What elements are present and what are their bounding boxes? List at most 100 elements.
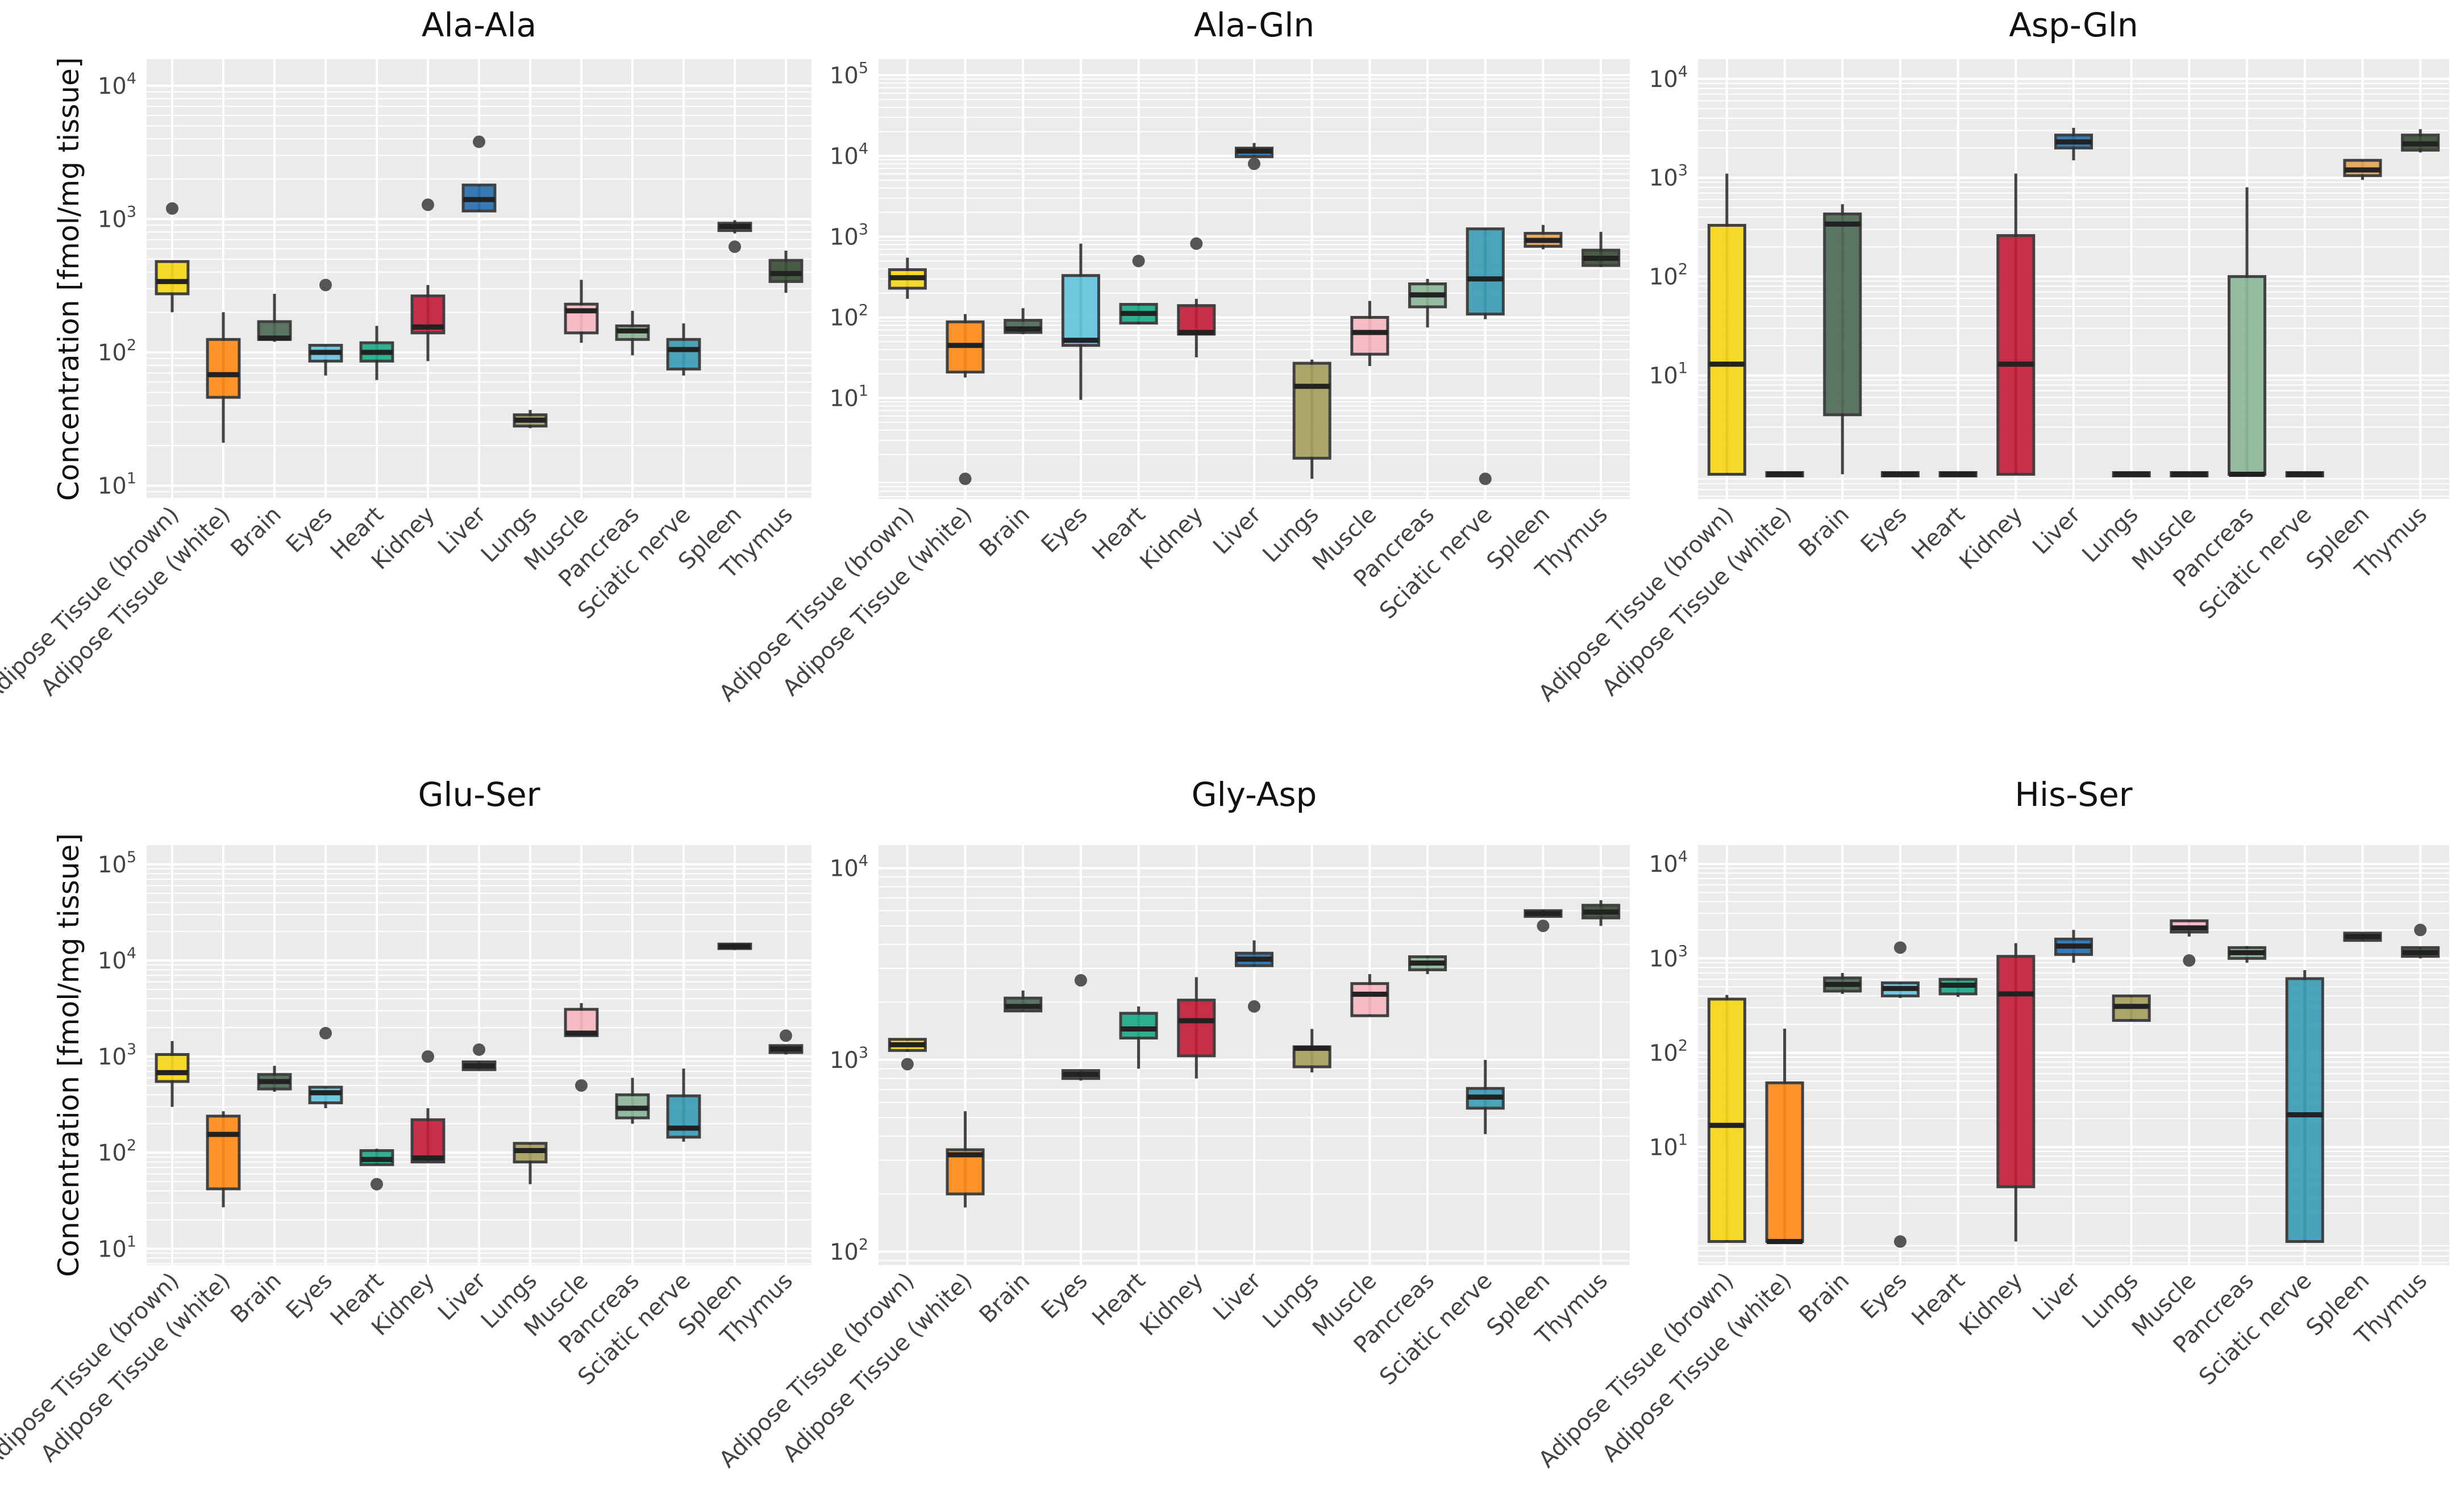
y-tick-label: 104 bbox=[1649, 848, 1688, 877]
box-eyes bbox=[1880, 941, 1920, 1248]
y-tick-label: 104 bbox=[1649, 63, 1688, 93]
x-tick-label: Adipose Tissue (brown) bbox=[0, 502, 184, 707]
box-spleen bbox=[1524, 909, 1563, 933]
box-liver bbox=[2054, 930, 2093, 963]
box-thymus bbox=[1581, 900, 1621, 926]
box-iqr bbox=[1707, 997, 1746, 1243]
outlier-point bbox=[2183, 954, 2196, 967]
box-iqr bbox=[666, 338, 701, 371]
box-iqr bbox=[666, 1094, 701, 1139]
y-axis-label: Concentration [fmol/mg tissue] bbox=[52, 57, 85, 501]
box-brain bbox=[1823, 204, 1862, 475]
box-muscle bbox=[564, 280, 599, 343]
box-adipose-tissue-white bbox=[946, 314, 985, 485]
box-iqr bbox=[1466, 227, 1505, 316]
box-thymus bbox=[768, 1029, 804, 1055]
box-adipose-tissue-white bbox=[946, 1111, 985, 1208]
box-brain bbox=[257, 1066, 292, 1092]
outlier-point bbox=[1190, 237, 1203, 250]
y-tick-label: 102 bbox=[98, 1137, 136, 1166]
outlier-point bbox=[1479, 472, 1492, 485]
box-adipose-tissue-white bbox=[206, 1111, 241, 1208]
x-tick-label: Eyes bbox=[1037, 502, 1093, 558]
y-tick-label: 101 bbox=[98, 470, 136, 500]
box-adipose-tissue-brown bbox=[888, 1038, 927, 1071]
outlier-point bbox=[166, 202, 178, 215]
box-lungs bbox=[1292, 359, 1331, 479]
y-tick-label: 103 bbox=[1649, 942, 1688, 972]
y-axis-label: Concentration [fmol/mg tissue] bbox=[52, 833, 85, 1277]
box-iqr bbox=[1350, 982, 1389, 1017]
x-tick-label: Eyes bbox=[1037, 1268, 1093, 1324]
outlier-point bbox=[1893, 1235, 1907, 1248]
box-heart bbox=[359, 1149, 394, 1191]
x-tick-label: Brain bbox=[975, 502, 1035, 563]
box-pancreas bbox=[615, 1078, 650, 1124]
box-thymus bbox=[768, 250, 804, 293]
y-tick-label: 102 bbox=[830, 301, 868, 331]
y-tick-label: 101 bbox=[98, 1233, 136, 1262]
outlier-point bbox=[901, 1058, 914, 1071]
box-adipose-tissue-brown bbox=[155, 202, 190, 313]
box-iqr bbox=[206, 338, 241, 399]
panel-ala-ala: 101 102 103 104 Ala-Ala Concentration [fmol/m… bbox=[0, 6, 811, 707]
chart-title: Gly-Asp bbox=[1192, 775, 1317, 814]
outlier-point bbox=[1248, 157, 1260, 170]
chart-title: Ala-Gln bbox=[1194, 6, 1314, 44]
box-spleen bbox=[1524, 224, 1563, 249]
box-iqr bbox=[1119, 1012, 1158, 1039]
box-iqr bbox=[1350, 315, 1389, 356]
outlier-point bbox=[473, 135, 485, 148]
box-thymus bbox=[2401, 924, 2440, 959]
box-liver bbox=[461, 1043, 497, 1071]
y-tick-label: 104 bbox=[830, 140, 868, 169]
box-iqr bbox=[1996, 234, 2036, 476]
box-liver bbox=[1234, 143, 1274, 170]
box-lungs bbox=[1292, 1029, 1331, 1073]
box-heart bbox=[1119, 1006, 1158, 1069]
box-sciatic-nerve bbox=[1466, 227, 1505, 485]
box-iqr bbox=[1177, 304, 1216, 336]
box-spleen bbox=[717, 942, 752, 950]
y-tick-label: 103 bbox=[1649, 162, 1688, 192]
box-kidney bbox=[1177, 237, 1216, 357]
box-iqr bbox=[410, 1118, 446, 1164]
box-muscle bbox=[2170, 919, 2209, 967]
box-adipose-tissue-white bbox=[206, 312, 241, 443]
box-pancreas bbox=[1408, 955, 1447, 975]
x-tick-label: Brain bbox=[975, 1268, 1035, 1329]
y-tick-label: 103 bbox=[830, 1044, 868, 1074]
outlier-point bbox=[422, 198, 434, 211]
box-adipose-tissue-brown bbox=[888, 257, 927, 299]
box-spleen bbox=[2343, 159, 2382, 180]
outlier-point bbox=[371, 1178, 383, 1191]
box-iqr bbox=[206, 1114, 241, 1191]
y-tick-label: 102 bbox=[1649, 261, 1688, 290]
x-tick-label: Adipose Tissue (brown) bbox=[0, 1268, 184, 1473]
box-iqr bbox=[1996, 955, 2036, 1188]
x-tick-label: Liver bbox=[1208, 1267, 1266, 1325]
y-tick-label: 101 bbox=[1649, 360, 1688, 389]
y-tick-label: 103 bbox=[98, 203, 136, 232]
box-pancreas bbox=[2228, 946, 2267, 963]
box-thymus bbox=[1581, 231, 1621, 267]
panel-glu-ser: 101 102 103 104 105 Glu-Ser Concentration [fmo… bbox=[0, 775, 811, 1473]
box-adipose-tissue-brown bbox=[1707, 995, 1746, 1243]
box-pancreas bbox=[615, 310, 650, 356]
y-tick-label: 105 bbox=[98, 849, 136, 878]
outlier-point bbox=[575, 1079, 588, 1092]
outlier-point bbox=[1537, 920, 1550, 933]
box-lungs bbox=[513, 410, 548, 429]
box-eyes bbox=[308, 278, 343, 376]
outlier-point bbox=[1893, 941, 1907, 954]
box-thymus bbox=[2401, 129, 2440, 153]
outlier-point bbox=[780, 1029, 792, 1042]
box-sciatic-nerve bbox=[2285, 970, 2324, 1243]
x-tick-label: Kidney bbox=[1954, 502, 2028, 575]
outlier-point bbox=[959, 472, 972, 485]
x-tick-label: Brain bbox=[1794, 502, 1855, 563]
y-tick-label: 101 bbox=[830, 382, 868, 411]
box-iqr bbox=[1061, 274, 1100, 347]
